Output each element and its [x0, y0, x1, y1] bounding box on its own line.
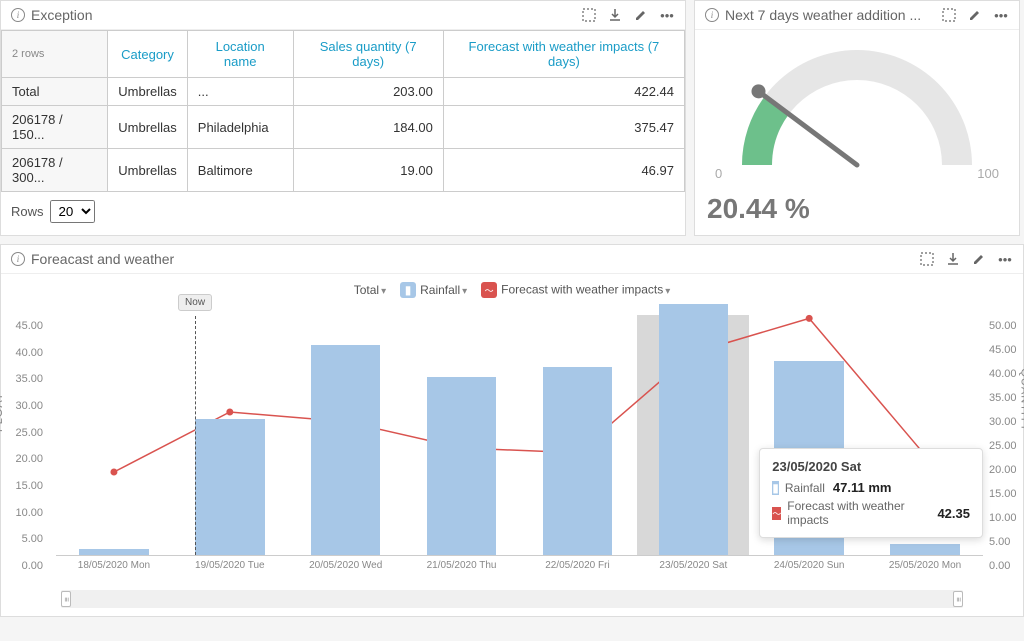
bar[interactable] — [890, 544, 960, 555]
chart-tooltip: 23/05/2020 Sat ▮Rainfall 47.11 mm 〜Forec… — [759, 448, 983, 538]
expand-icon[interactable] — [919, 251, 935, 267]
x-tick: 19/05/2020 Tue — [195, 560, 265, 571]
more-icon[interactable]: ••• — [659, 7, 675, 23]
forecast-panel: i Foreacast and weather ••• Total▾ ▮Rain… — [0, 244, 1024, 617]
scroll-handle-left[interactable] — [61, 591, 71, 607]
col-sales[interactable]: Sales quantity (7 days) — [293, 31, 443, 78]
x-tick: 24/05/2020 Sun — [774, 560, 845, 571]
exception-panel: i Exception ••• 2 rows Category Location… — [0, 0, 686, 236]
rows-label: Rows — [11, 204, 44, 219]
download-icon[interactable] — [945, 251, 961, 267]
row-count: 2 rows — [2, 31, 108, 78]
col-category[interactable]: Category — [108, 31, 188, 78]
plot-area[interactable]: Now23/05/2020 Sat ▮Rainfall 47.11 mm 〜Fo… — [56, 316, 983, 556]
exception-table: 2 rows Category Location name Sales quan… — [1, 30, 685, 192]
x-tick: 22/05/2020 Fri — [545, 560, 610, 571]
info-icon[interactable]: i — [705, 8, 719, 22]
bar[interactable] — [543, 367, 613, 555]
x-tick: 21/05/2020 Thu — [427, 560, 497, 571]
x-tick: 23/05/2020 Sat — [659, 560, 727, 571]
gauge: 0 100 — [695, 30, 1019, 189]
edit-icon[interactable] — [971, 251, 987, 267]
table-row[interactable]: 206178 / 300...UmbrellasBaltimore19.0046… — [2, 149, 685, 192]
bar[interactable] — [195, 419, 265, 555]
panel-title: Exception — [31, 7, 581, 23]
chart-legend: Total▾ ▮Rainfall▾ 〜Forecast with weather… — [1, 274, 1023, 306]
x-tick: 25/05/2020 Mon — [889, 560, 961, 571]
rows-select[interactable]: 20 — [50, 200, 95, 223]
expand-icon[interactable] — [941, 7, 957, 23]
panel-title: Foreacast and weather — [31, 251, 919, 267]
download-icon[interactable] — [607, 7, 623, 23]
scroll-handle-right[interactable] — [953, 591, 963, 607]
x-tick: 18/05/2020 Mon — [78, 560, 150, 571]
bar[interactable] — [659, 304, 729, 555]
gauge-min: 0 — [715, 166, 722, 181]
legend-rainfall[interactable]: ▮Rainfall▾ — [400, 282, 467, 298]
expand-icon[interactable] — [581, 7, 597, 23]
col-forecast[interactable]: Forecast with weather impacts (7 days) — [443, 31, 684, 78]
x-tick: 20/05/2020 Wed — [309, 560, 382, 571]
table-row[interactable]: TotalUmbrellas...203.00422.44 — [2, 78, 685, 106]
rows-control: Rows 20 — [1, 192, 685, 231]
more-icon[interactable]: ••• — [993, 7, 1009, 23]
edit-icon[interactable] — [967, 7, 983, 23]
chart: FLOAT QUANTITY 0.005.0010.0015.0020.0025… — [1, 306, 1023, 586]
more-icon[interactable]: ••• — [997, 251, 1013, 267]
info-icon[interactable]: i — [11, 8, 25, 22]
gauge-max: 100 — [977, 166, 999, 181]
gauge-panel: i Next 7 days weather addition ... ••• 0… — [694, 0, 1020, 236]
legend-total[interactable]: Total▾ — [354, 283, 386, 297]
bar[interactable] — [79, 549, 149, 555]
bar[interactable] — [311, 345, 381, 555]
panel-header: i Exception ••• — [1, 1, 685, 30]
panel-title: Next 7 days weather addition ... — [725, 7, 941, 23]
legend-forecast[interactable]: 〜Forecast with weather impacts▾ — [481, 282, 670, 298]
table-row[interactable]: 206178 / 150...UmbrellasPhiladelphia184.… — [2, 106, 685, 149]
info-icon[interactable]: i — [11, 252, 25, 266]
gauge-value: 20.44 % — [695, 189, 1019, 235]
col-location[interactable]: Location name — [187, 31, 293, 78]
bar[interactable] — [427, 377, 497, 555]
time-scrollbar[interactable] — [61, 590, 963, 608]
edit-icon[interactable] — [633, 7, 649, 23]
now-badge: Now — [178, 294, 212, 311]
